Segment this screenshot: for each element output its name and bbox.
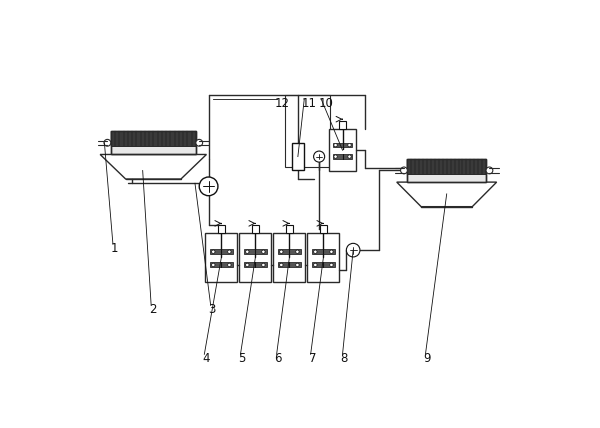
Polygon shape	[100, 155, 206, 179]
Circle shape	[314, 250, 317, 253]
Bar	[312, 249, 335, 254]
Circle shape	[348, 143, 351, 147]
Circle shape	[245, 263, 249, 267]
Bar	[292, 143, 304, 170]
Bar	[332, 143, 352, 147]
Circle shape	[262, 250, 265, 253]
Bar	[274, 233, 305, 282]
Circle shape	[280, 263, 283, 267]
Circle shape	[199, 177, 218, 196]
Text: 9: 9	[424, 352, 431, 365]
Circle shape	[401, 167, 407, 174]
Bar	[407, 159, 486, 182]
Bar	[244, 262, 267, 268]
Text: 7: 7	[308, 352, 316, 365]
Text: 5: 5	[238, 352, 246, 365]
Text: 10: 10	[319, 97, 334, 110]
Circle shape	[296, 250, 299, 253]
Bar	[244, 249, 267, 254]
Circle shape	[212, 250, 215, 253]
Text: 1: 1	[111, 242, 118, 255]
Circle shape	[346, 244, 360, 257]
Bar	[329, 129, 356, 172]
Bar	[278, 262, 301, 268]
Text: 3: 3	[209, 303, 216, 316]
Circle shape	[296, 263, 299, 267]
Bar	[205, 233, 237, 282]
Bar	[407, 159, 486, 174]
Bar	[312, 262, 335, 268]
Text: 11: 11	[302, 97, 317, 110]
Circle shape	[330, 263, 333, 267]
Text: 12: 12	[274, 97, 289, 110]
Circle shape	[348, 155, 351, 158]
Text: 4: 4	[202, 352, 209, 365]
Text: 2: 2	[149, 303, 157, 316]
Circle shape	[212, 263, 215, 267]
Bar	[111, 131, 196, 155]
Bar	[320, 226, 327, 233]
Bar	[210, 262, 233, 268]
Circle shape	[334, 143, 337, 147]
Polygon shape	[397, 182, 497, 207]
Circle shape	[486, 167, 493, 174]
Circle shape	[196, 140, 203, 146]
Bar	[278, 249, 301, 254]
Bar	[407, 159, 486, 182]
Circle shape	[227, 263, 231, 267]
Circle shape	[104, 140, 111, 146]
Circle shape	[245, 250, 249, 253]
Bar	[210, 249, 233, 254]
Bar	[307, 233, 340, 282]
Bar	[339, 121, 346, 129]
Bar	[252, 226, 259, 233]
Bar	[285, 95, 330, 167]
Circle shape	[280, 250, 283, 253]
Text: 6: 6	[274, 352, 282, 365]
Bar	[239, 233, 271, 282]
Text: 8: 8	[340, 352, 348, 365]
Circle shape	[314, 263, 317, 267]
Bar	[218, 226, 225, 233]
Circle shape	[227, 250, 231, 253]
Bar	[111, 131, 196, 155]
Bar	[111, 131, 196, 146]
Bar	[332, 155, 352, 159]
Circle shape	[314, 151, 325, 162]
Circle shape	[334, 155, 337, 158]
Circle shape	[262, 263, 265, 267]
Bar	[286, 226, 293, 233]
Circle shape	[330, 250, 333, 253]
